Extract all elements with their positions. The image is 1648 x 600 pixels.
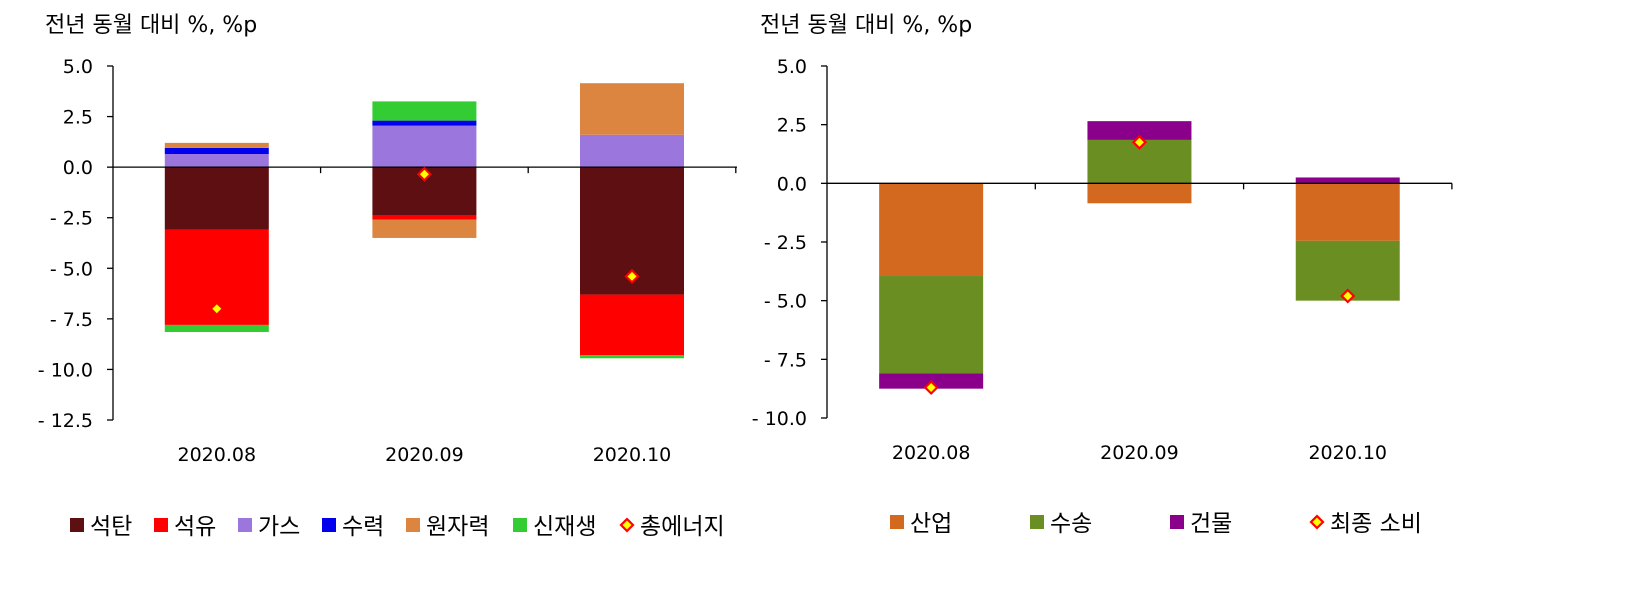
y-tick-label: 2.5 <box>777 115 807 137</box>
legend-swatch <box>1309 514 1325 530</box>
legend-item-석탄: 석탄 <box>70 514 132 540</box>
bar-석유-2020.09 <box>372 215 477 220</box>
legend-label: 총에너지 <box>640 514 725 540</box>
bar-수력-2020.08 <box>164 147 269 154</box>
unit-label: 전년 동월 대비 %, %p <box>760 13 972 38</box>
bar-신재생-2020.09 <box>372 101 477 121</box>
legend-label: 산업 <box>910 511 952 537</box>
legend-swatch <box>890 515 904 529</box>
legend: 석탄 석유 가스 수력 원자력 신재생 총에너지 <box>70 514 725 540</box>
x-category-label: 2020.09 <box>1100 442 1179 464</box>
marker-총에너지-2020.10 <box>624 268 640 284</box>
legend-label: 최종 소비 <box>1330 511 1422 537</box>
y-tick-label: 5.0 <box>777 56 807 78</box>
legend-swatch <box>154 518 168 532</box>
legend-swatch <box>406 518 420 532</box>
legend-item-건물: 건물 <box>1170 511 1232 537</box>
marker-최종 소비-2020.09 <box>1131 134 1148 150</box>
legend-swatch <box>1030 515 1044 529</box>
legend-label: 원자력 <box>426 514 489 540</box>
legend-label: 석탄 <box>90 514 132 540</box>
y-tick-label: - 12.5 <box>38 410 93 432</box>
bar-신재생-2020.10 <box>580 355 684 359</box>
x-category-label: 2020.08 <box>178 444 257 466</box>
legend-swatch <box>619 517 635 533</box>
marker-총에너지-2020.08 <box>209 301 225 317</box>
y-tick-label: 0.0 <box>63 157 93 179</box>
legend: 산업 수송 건물 최종 소비 <box>890 511 1422 537</box>
marker-최종 소비-2020.08 <box>923 379 939 396</box>
y-tick-label: - 7.5 <box>764 349 807 371</box>
bar-산업-2020.08 <box>879 183 984 277</box>
bar-가스-2020.10 <box>580 134 684 168</box>
y-tick-label: - 7.5 <box>50 309 93 331</box>
marker-최종 소비-2020.10 <box>1340 288 1356 304</box>
chart-1: 전년 동월 대비 %, %p 5.0 2.5 0.0 - 2.5 - 5.0 - 7.5 - … <box>38 13 737 540</box>
legend-label: 수송 <box>1050 511 1092 537</box>
legend-swatch <box>238 518 252 532</box>
bar-원자력-2020.10 <box>580 83 684 135</box>
bar-가스-2020.09 <box>372 125 477 168</box>
legend-item-총에너지: 총에너지 <box>619 514 725 540</box>
legend-item-산업: 산업 <box>890 511 952 537</box>
y-tick-label: 0.0 <box>777 173 807 195</box>
x-category-label: 2020.10 <box>593 444 672 466</box>
x-category-label: 2020.08 <box>892 442 971 464</box>
y-tick-label: - 2.5 <box>764 232 807 254</box>
legend-label: 신재생 <box>533 514 596 540</box>
bar-원자력-2020.08 <box>164 142 269 148</box>
legend-label: 수력 <box>342 514 384 540</box>
marker-총에너지-2020.09 <box>416 166 432 182</box>
bar-원자력-2020.09 <box>372 219 477 238</box>
x-category-label: 2020.09 <box>385 444 464 466</box>
y-tick-label: 5.0 <box>63 56 93 78</box>
legend-label: 석유 <box>174 514 216 540</box>
bar-건물-2020.10 <box>1295 177 1400 184</box>
x-category-label: 2020.10 <box>1308 442 1387 464</box>
bar-산업-2020.09 <box>1087 183 1192 204</box>
bar-수력-2020.09 <box>372 120 477 126</box>
legend-label: 가스 <box>258 514 300 540</box>
y-tick-label: - 10.0 <box>752 408 807 430</box>
bar-석유-2020.10 <box>580 294 684 356</box>
bar-산업-2020.10 <box>1295 183 1400 241</box>
y-tick-label: - 5.0 <box>764 291 807 313</box>
legend-swatch <box>70 518 84 532</box>
legend-item-최종 소비: 최종 소비 <box>1309 511 1422 537</box>
unit-label: 전년 동월 대비 %, %p <box>45 13 257 38</box>
legend-item-가스: 가스 <box>238 514 300 540</box>
legend-item-원자력: 원자력 <box>406 514 489 540</box>
y-tick-label: - 2.5 <box>50 208 93 230</box>
y-tick-label: 2.5 <box>63 107 93 129</box>
bar-수송-2020.08 <box>879 276 984 374</box>
y-tick-label: - 10.0 <box>38 359 93 381</box>
chart-2: 전년 동월 대비 %, %p 5.0 2.5 0.0 - 2.5 - 5.0 - 7.5 - … <box>752 13 1453 537</box>
bar-건물-2020.09 <box>1087 121 1192 140</box>
bar-석탄-2020.08 <box>164 167 269 230</box>
legend-label: 건물 <box>1190 511 1232 537</box>
legend-item-수력: 수력 <box>322 514 384 540</box>
legend-swatch <box>513 518 527 532</box>
legend-swatch <box>322 518 336 532</box>
legend-item-신재생: 신재생 <box>513 514 596 540</box>
legend-item-석유: 석유 <box>154 514 216 540</box>
bar-가스-2020.08 <box>164 153 269 168</box>
legend-item-수송: 수송 <box>1030 511 1092 537</box>
y-tick-label: - 5.0 <box>50 258 93 280</box>
legend-swatch <box>1170 515 1184 529</box>
bar-신재생-2020.08 <box>164 324 269 333</box>
